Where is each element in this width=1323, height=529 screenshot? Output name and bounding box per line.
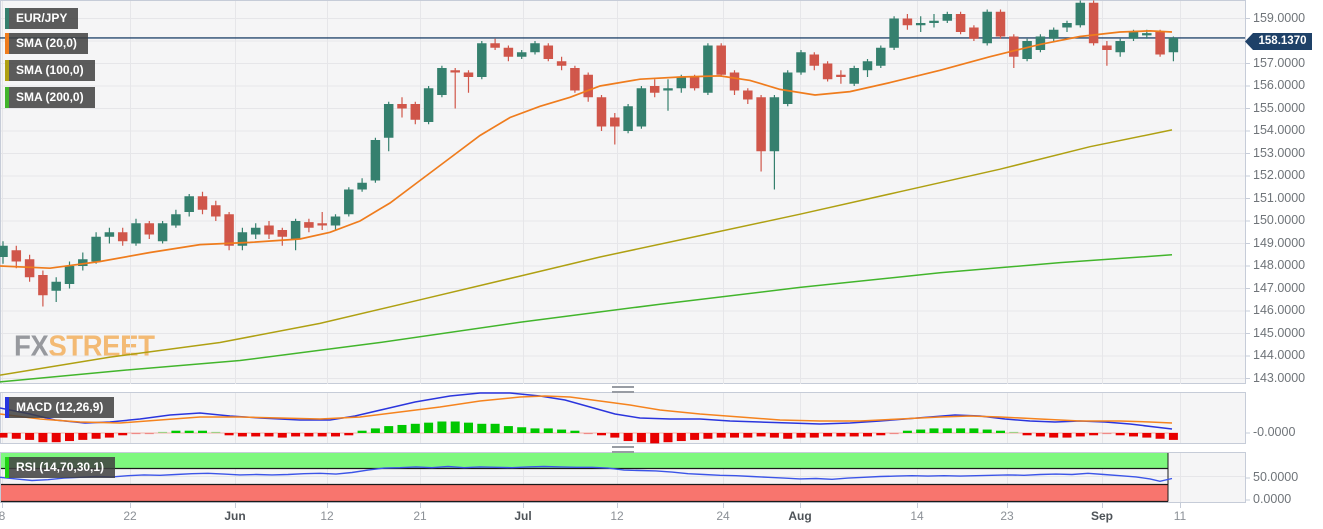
time-axis-label: 23 xyxy=(1000,509,1014,523)
rsi-axis-label: 50.0000 xyxy=(1253,470,1299,484)
price-axis-label: 153.0000 xyxy=(1253,145,1306,160)
price-axis[interactable]: 159.0000158.0000157.0000156.0000155.0000… xyxy=(1246,0,1323,529)
price-axis-label: 154.0000 xyxy=(1253,123,1306,137)
time-axis-label: 8 xyxy=(0,509,6,523)
price-axis-label: 146.0000 xyxy=(1253,303,1306,317)
price-axis-label: 159.0000 xyxy=(1253,10,1306,25)
macd-badge[interactable]: MACD (12,26,9) xyxy=(5,397,115,418)
rsi-axis-label: 0.0000 xyxy=(1253,492,1292,506)
time-axis-label: 24 xyxy=(716,509,730,523)
sma200-badge-label: SMA (200,0) xyxy=(16,90,84,104)
price-axis-label: 155.0000 xyxy=(1253,100,1306,115)
price-axis-label: 145.0000 xyxy=(1253,325,1306,340)
rsi-layer xyxy=(0,453,1245,503)
rsi-badge[interactable]: RSI (14,70,30,1) xyxy=(5,457,116,478)
time-axis-label: Jul xyxy=(514,509,532,523)
macd-layer xyxy=(0,392,1178,444)
panel-resize-handle[interactable] xyxy=(612,386,634,393)
sma-20-line xyxy=(0,30,1173,270)
candles-layer xyxy=(0,0,1179,307)
price-axis-label: 157.0000 xyxy=(1253,55,1306,70)
time-axis[interactable]: 8 22 Jun 12 21 Jul 12 24 Aug 14 23 Sep 11 xyxy=(0,503,1246,529)
axis-ticks xyxy=(2,18,1250,508)
time-axis-label: 14 xyxy=(910,509,924,523)
sma200-badge[interactable]: SMA (200,0) xyxy=(5,87,95,108)
price-axis-label: 150.0000 xyxy=(1253,213,1306,227)
time-axis-label: Sep xyxy=(1090,509,1113,523)
time-axis-label: Jun xyxy=(224,509,246,523)
price-axis-label: 148.0000 xyxy=(1253,258,1306,272)
price-axis-label: 143.0000 xyxy=(1253,370,1306,385)
watermark-street: STREET xyxy=(48,330,155,363)
macd-axis-label: -0.0000 xyxy=(1253,425,1296,439)
sma20-badge-label: SMA (20,0) xyxy=(16,36,77,50)
time-axis-label: 22 xyxy=(123,509,137,523)
watermark-fx: FX xyxy=(14,330,49,363)
price-axis-label: 156.0000 xyxy=(1253,78,1306,92)
time-axis-label: 12 xyxy=(610,509,624,523)
time-axis-label: Aug xyxy=(788,509,812,523)
sma20-badge[interactable]: SMA (20,0) xyxy=(5,33,88,54)
panel-resize-handle[interactable] xyxy=(612,446,634,453)
price-axis-label: 144.0000 xyxy=(1253,348,1306,362)
last-price-badge: 158.1370 xyxy=(1245,33,1312,50)
price-axis-label: 151.0000 xyxy=(1253,190,1306,205)
last-price-value: 158.1370 xyxy=(1258,35,1307,47)
fxstreet-watermark: FXSTREET xyxy=(14,330,155,364)
sma100-badge[interactable]: SMA (100,0) xyxy=(5,60,95,81)
time-axis-label: 11 xyxy=(1173,509,1187,523)
rsi-badge-label: RSI (14,70,30,1) xyxy=(16,460,105,474)
macd-badge-label: MACD (12,26,9) xyxy=(16,400,104,414)
price-axis-label: 149.0000 xyxy=(1253,235,1306,250)
time-axis-label: 12 xyxy=(320,509,334,523)
price-axis-label: 147.0000 xyxy=(1253,280,1306,295)
sma100-badge-label: SMA (100,0) xyxy=(16,63,84,77)
symbol-badge-label: EUR/JPY xyxy=(16,11,68,25)
time-axis-label: 21 xyxy=(413,509,427,523)
symbol-badge[interactable]: EUR/JPY xyxy=(5,8,79,29)
sma-100-line xyxy=(0,129,1173,376)
price-axis-label: 152.0000 xyxy=(1253,168,1306,182)
sma-200-line xyxy=(0,254,1173,383)
